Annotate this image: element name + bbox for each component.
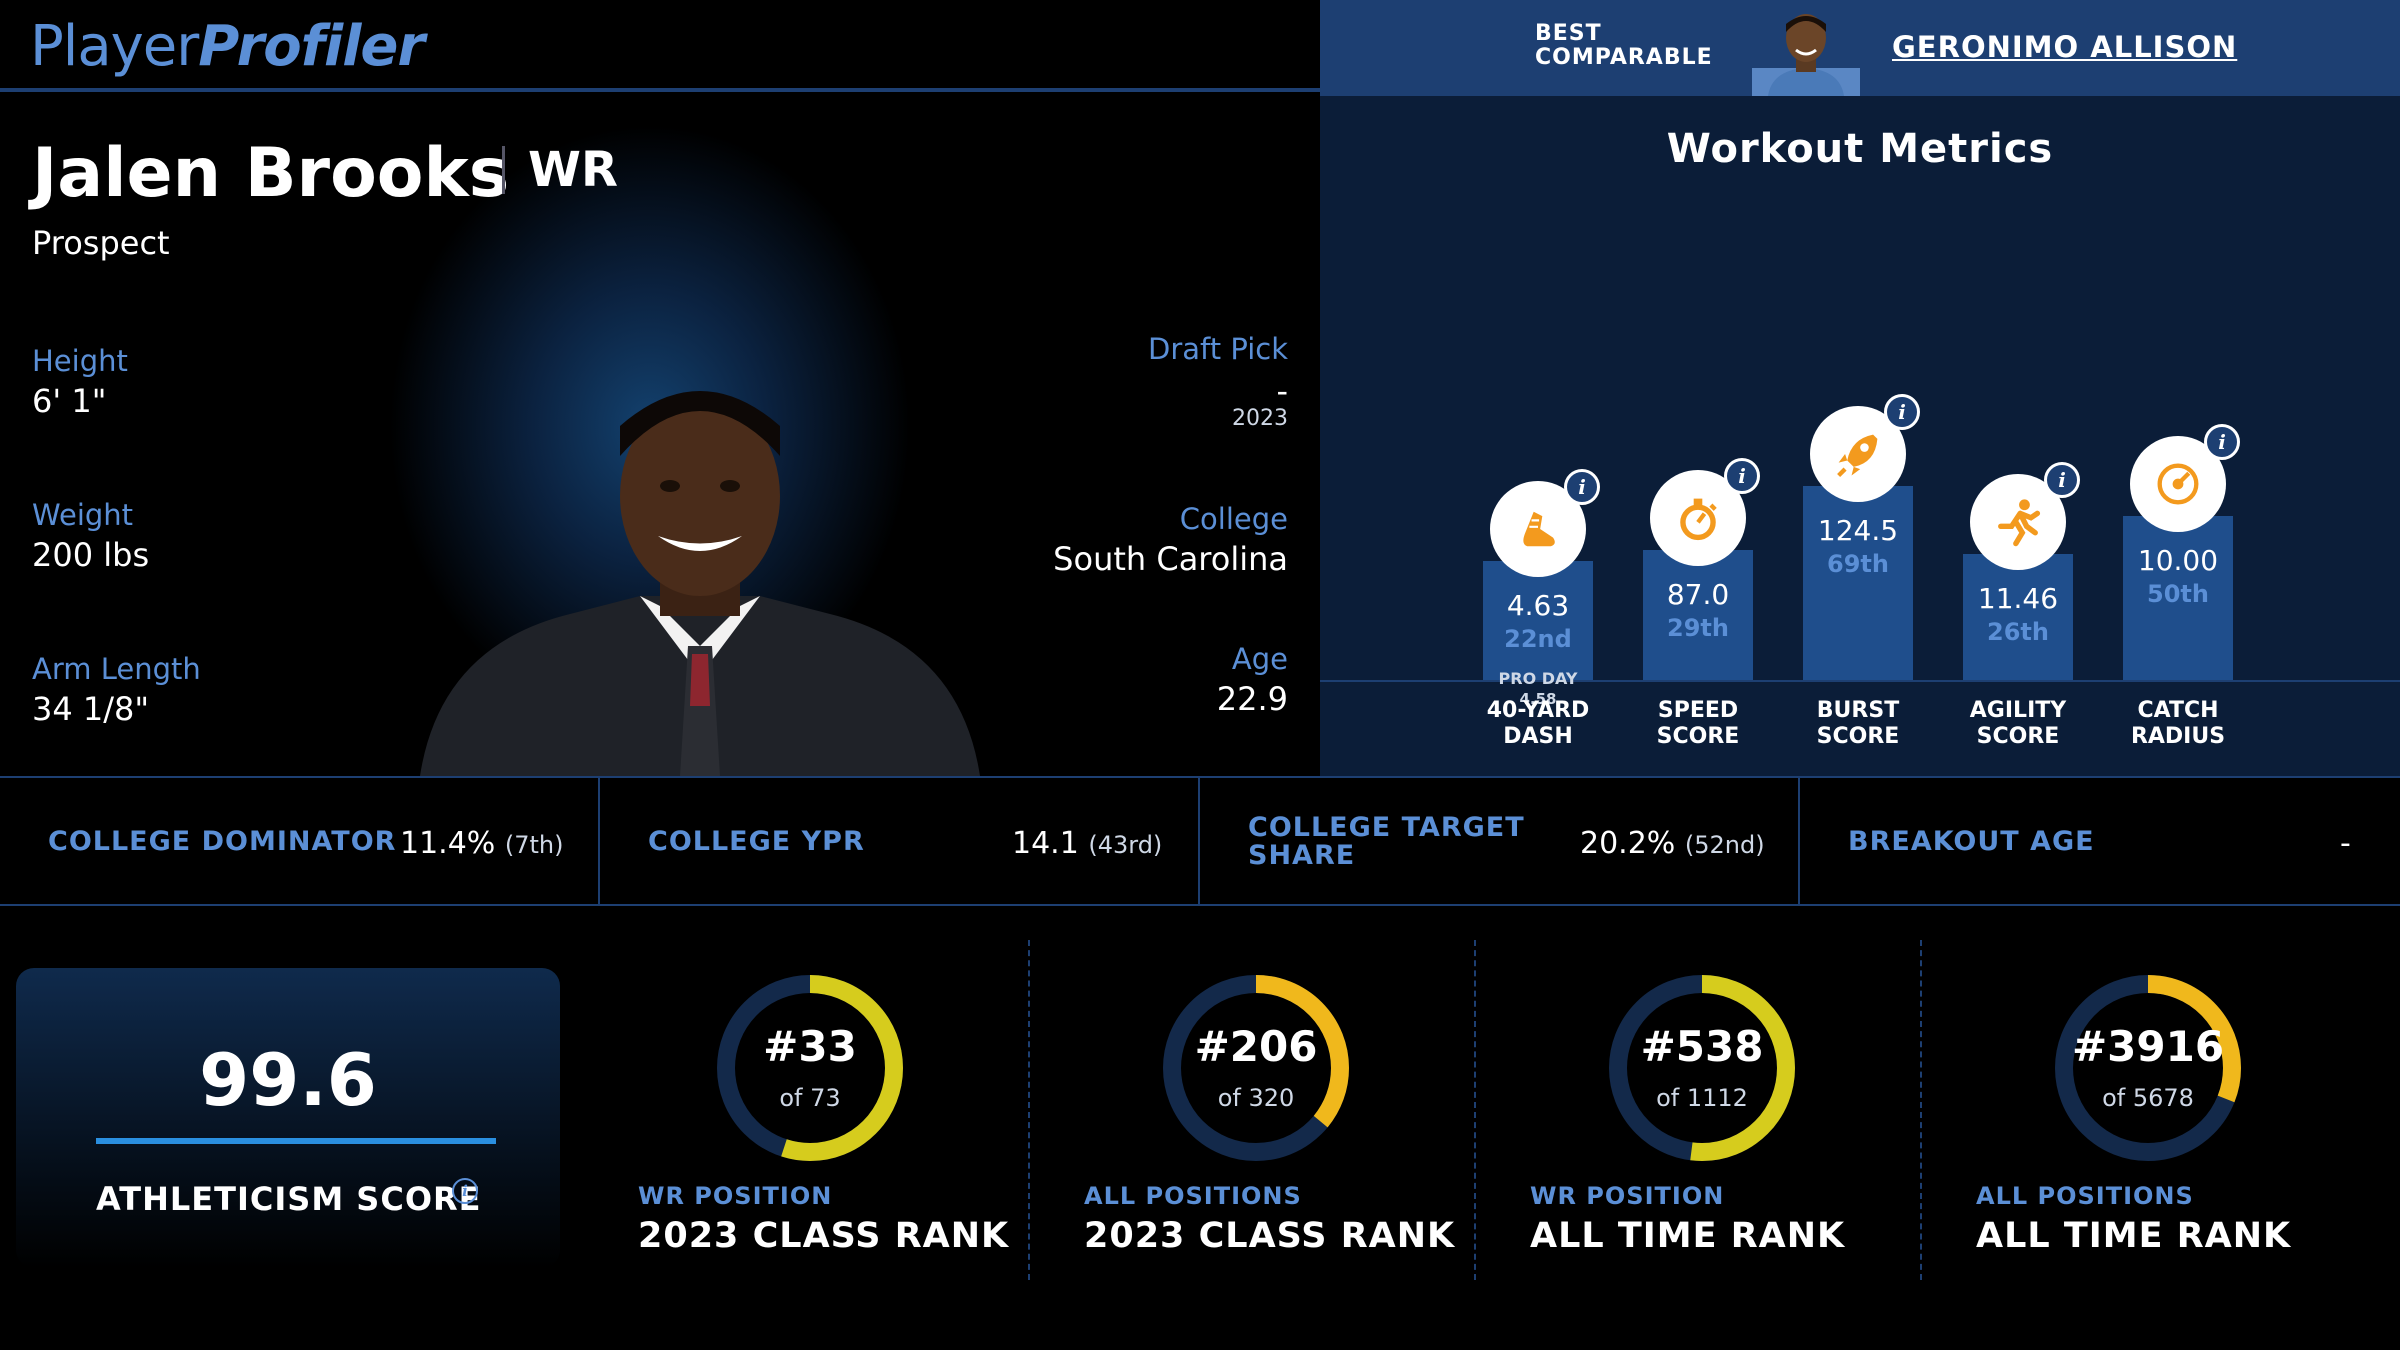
athleticism-score-bar (96, 1138, 496, 1144)
info-icon[interactable]: i (1724, 457, 1760, 494)
draft-pick-value: - (1276, 372, 1288, 410)
breakout-age-value: - (2340, 826, 2351, 861)
rank-ring (717, 975, 903, 1161)
workout-metrics-title: Workout Metrics (1666, 126, 2054, 172)
rank-ring (1609, 975, 1795, 1161)
header-bar: PlayerProfiler (0, 0, 1320, 92)
college-ypr-label: COLLEGE YPR (648, 826, 865, 857)
rank-ring-fill (2055, 975, 2241, 1161)
chart-baseline (1320, 680, 2400, 682)
best-comparable-label: BEST COMPARABLE (1535, 21, 1713, 70)
rank-ring-fill (1609, 975, 1795, 1161)
info-icon[interactable]: i (2044, 462, 2080, 499)
draft-pick-label: Draft Pick (1148, 332, 1288, 366)
arm-length-value: 34 1/8" (32, 690, 150, 728)
strip-divider (1798, 778, 1800, 904)
rank-ring (2055, 975, 2241, 1161)
workout-metric-percentile: 69th (1827, 549, 1889, 578)
height-value: 6' 1" (32, 382, 107, 420)
college-target-share-value: 20.2% (52nd) (1580, 826, 1765, 861)
rank-number: #206 (1194, 1022, 1318, 1071)
comparable-player-link[interactable]: GERONIMO ALLISON (1892, 30, 2238, 64)
comparable-player-avatar[interactable] (1752, 8, 1860, 96)
weight-label: Weight (32, 498, 134, 532)
college-dominator-value: 11.4% (7th) (400, 826, 564, 861)
workout-metrics-panel: Workout Metrics i 4.63 22nd PRO DAY 4.58 40-Y… (1320, 96, 2400, 776)
workout-metric-percentile: 50th (2147, 580, 2209, 608)
rank-title: ALL TIME RANK (1976, 1216, 2292, 1256)
workout-metric-percentile: 29th (1667, 613, 1729, 642)
rank-scope-label: WR POSITION (1530, 1182, 1725, 1210)
workout-bar[interactable] (1483, 560, 1593, 680)
athleticism-score-card: 99.6 ATHLETICISM SCORE i (16, 968, 560, 1268)
player-name: Jalen Brooks (32, 134, 510, 213)
rank-scope-label: WR POSITION (638, 1182, 833, 1210)
weight-value: 200 lbs (32, 536, 150, 574)
rank-ring (1163, 975, 1349, 1161)
workout-metric-label: 40-YARD DASH (1486, 698, 1590, 749)
college-target-share-label: COLLEGE TARGET SHARE (1248, 812, 1525, 871)
workout-metric-percentile: 22nd (1504, 624, 1572, 653)
rank-number: #538 (1640, 1022, 1764, 1071)
workout-metric-label: CATCH RADIUS (2130, 698, 2226, 749)
rank-title: ALL TIME RANK (1530, 1216, 1846, 1256)
college-label: College (1179, 502, 1288, 536)
rank-scope-label: ALL POSITIONS (1084, 1182, 1302, 1210)
workout-metric-value: 10.00 (2137, 544, 2219, 577)
workout-metric-percentile: 26th (1987, 618, 2049, 647)
workout-metric-value: 124.5 (1817, 513, 1899, 547)
rank-title: 2023 CLASS RANK (638, 1216, 1010, 1256)
rank-total: of 5678 (2102, 1084, 2194, 1112)
rank-ring-fill (1163, 975, 1349, 1161)
workout-metric-value: 87.0 (1666, 577, 1730, 611)
age-value: 22.9 (1216, 680, 1288, 718)
rank-divider (1028, 940, 1030, 1280)
rank-total: of 73 (779, 1084, 841, 1112)
workout-metric-value: 11.46 (1977, 582, 2059, 616)
pro-day-time: PRO DAY 4.58 (1498, 668, 1578, 708)
name-divider (502, 146, 505, 194)
strip-divider (1198, 778, 1200, 904)
college-stats-strip: COLLEGE DOMINATOR 11.4% (7th) COLLEGE YP… (0, 776, 2400, 906)
rank-ring-fill (717, 975, 903, 1161)
draft-year: 2023 (1232, 406, 1288, 431)
rank-number: #3916 (2071, 1022, 2225, 1071)
workout-metric-label: BURST SCORE (1816, 698, 1900, 749)
workout-metric-label: SPEED SCORE (1656, 698, 1740, 749)
rank-total: of 320 (1217, 1084, 1295, 1112)
height-label: Height (32, 344, 128, 378)
rank-divider (1474, 940, 1476, 1280)
rank-total: of 1112 (1656, 1084, 1748, 1112)
arm-length-label: Arm Length (32, 652, 201, 686)
workout-metric-value: 4.63 (1506, 588, 1570, 622)
workout-bar[interactable] (2123, 516, 2233, 680)
rank-scope-label: ALL POSITIONS (1976, 1182, 2194, 1210)
playerprofiler-logo[interactable]: PlayerProfiler (30, 14, 425, 79)
college-dominator-label: COLLEGE DOMINATOR (48, 826, 397, 857)
breakout-age-label: BREAKOUT AGE (1848, 826, 2095, 857)
workout-metric-label: AGILITY SCORE (1969, 698, 2067, 749)
rank-title: 2023 CLASS RANK (1084, 1216, 1456, 1256)
workout-bar[interactable] (1803, 485, 1913, 680)
player-status: Prospect (32, 224, 170, 262)
college-value: South Carolina (1053, 540, 1288, 578)
rank-number: #33 (763, 1022, 857, 1071)
info-icon[interactable]: i (1564, 468, 1600, 505)
age-label: Age (1231, 642, 1288, 676)
player-profile-panel: Jalen Brooks WR Prospect Height 6' 1" We… (0, 96, 1320, 776)
best-comparable-bar: BEST COMPARABLE GERONIMO ALLISON (1320, 0, 2400, 96)
workout-bar[interactable] (1643, 549, 1753, 680)
workout-bar[interactable] (1963, 554, 2073, 680)
strip-divider (598, 778, 600, 904)
info-icon[interactable]: i (2204, 424, 2240, 460)
athleticism-score-value: 99.6 (199, 1038, 377, 1122)
rank-divider (1920, 940, 1922, 1280)
athleticism-score-label: ATHLETICISM SCORE (96, 1180, 482, 1218)
info-icon[interactable]: i (1884, 393, 1920, 430)
college-ypr-value: 14.1 (43rd) (1012, 826, 1163, 861)
info-icon[interactable]: i (452, 1178, 478, 1204)
player-position: WR (528, 142, 618, 198)
player-headshot (420, 391, 980, 776)
